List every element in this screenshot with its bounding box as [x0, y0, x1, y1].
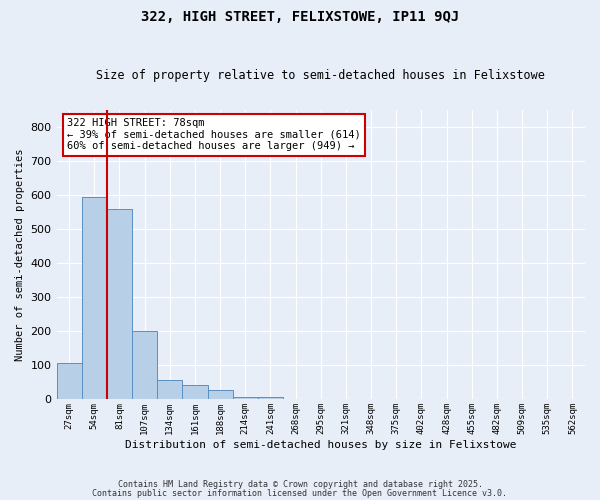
Text: 322 HIGH STREET: 78sqm
← 39% of semi-detached houses are smaller (614)
60% of se: 322 HIGH STREET: 78sqm ← 39% of semi-det… — [67, 118, 361, 152]
Bar — [82, 196, 107, 400]
Text: Contains public sector information licensed under the Open Government Licence v3: Contains public sector information licen… — [92, 490, 508, 498]
Bar — [157, 380, 182, 400]
Title: Size of property relative to semi-detached houses in Felixstowe: Size of property relative to semi-detach… — [97, 69, 545, 82]
Bar — [182, 385, 208, 400]
Bar — [107, 210, 132, 400]
Bar — [208, 390, 233, 400]
Text: 322, HIGH STREET, FELIXSTOWE, IP11 9QJ: 322, HIGH STREET, FELIXSTOWE, IP11 9QJ — [141, 10, 459, 24]
Y-axis label: Number of semi-detached properties: Number of semi-detached properties — [15, 148, 25, 360]
Bar — [258, 397, 283, 400]
Bar — [56, 363, 82, 400]
Text: Contains HM Land Registry data © Crown copyright and database right 2025.: Contains HM Land Registry data © Crown c… — [118, 480, 482, 489]
Bar — [132, 331, 157, 400]
Bar — [233, 396, 258, 400]
X-axis label: Distribution of semi-detached houses by size in Felixstowe: Distribution of semi-detached houses by … — [125, 440, 517, 450]
